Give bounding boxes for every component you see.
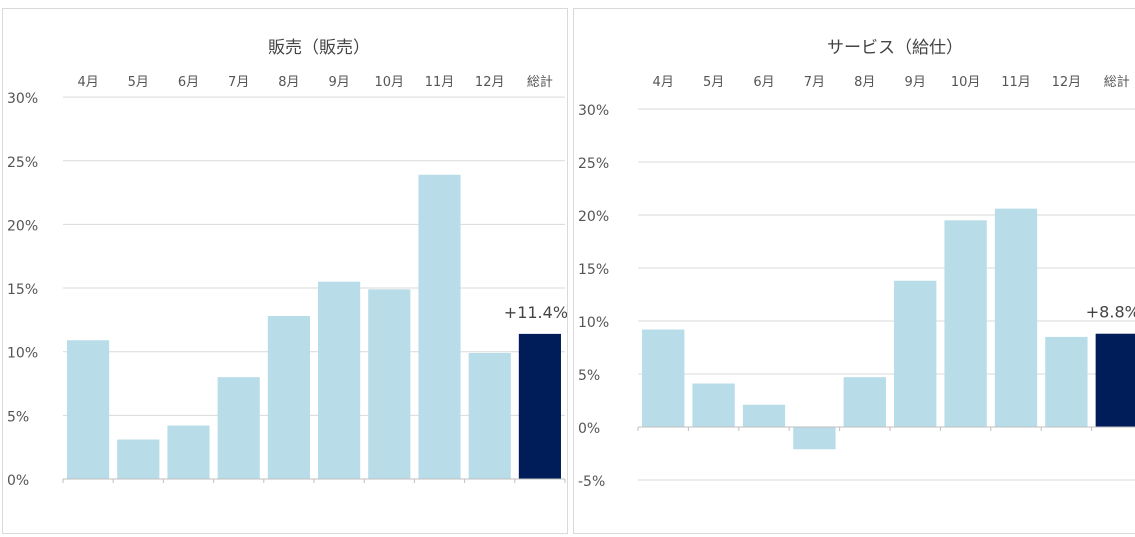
bar (844, 377, 886, 427)
x-category-label: 11月 (1001, 75, 1031, 90)
bar (692, 384, 734, 427)
x-category-label: 5月 (128, 75, 149, 90)
bar (944, 220, 986, 427)
bar (418, 175, 460, 479)
x-category-label: 11月 (425, 75, 455, 90)
sales-chart: 販売（販売） 30% 25% 20% 15% 10% 5% 0% 4月 5月 6月 7月 8月 9月 10月… (3, 9, 567, 533)
x-category-label: 7月 (804, 75, 825, 90)
x-category-label: 10月 (951, 75, 981, 90)
y-tick-label: 15% (578, 262, 609, 278)
y-tick-label: 0% (578, 421, 600, 437)
y-tick-label: 20% (578, 209, 609, 225)
bar (268, 316, 310, 479)
y-tick-label: 20% (7, 218, 38, 234)
x-category-label: 9月 (328, 75, 349, 90)
bar-total (519, 334, 561, 479)
x-category-label: 10月 (375, 75, 405, 90)
x-category-label: 4月 (653, 75, 674, 90)
chart-title: 販売（販売） (268, 38, 370, 58)
bar (318, 282, 360, 479)
x-category-label: 9月 (905, 75, 926, 90)
total-data-label: +11.4% (504, 303, 567, 322)
service-chart: サービス（給仕） 30% 25% 20% 15% 10% 5% 0% -5% 4月 5月 6月 7月 8月… (574, 9, 1135, 533)
bar (368, 289, 410, 479)
x-category-label: 総計 (527, 74, 553, 90)
x-category-label: 8月 (854, 75, 875, 90)
x-category-label: 12月 (1052, 75, 1082, 90)
y-tick-label: 30% (7, 91, 38, 107)
bar (995, 209, 1037, 427)
bar (117, 440, 159, 479)
x-category-label: 12月 (475, 75, 505, 90)
service-chart-panel: サービス（給仕） 30% 25% 20% 15% 10% 5% 0% -5% 4月 5月 6月 7月 8月… (573, 8, 1135, 534)
y-tick-label: 25% (7, 155, 38, 171)
x-category-label: 7月 (228, 75, 249, 90)
x-category-label: 6月 (178, 75, 199, 90)
y-tick-label: -5% (578, 474, 605, 490)
y-tick-label: 0% (7, 473, 29, 489)
y-tick-label: 5% (578, 368, 600, 384)
y-tick-label: 25% (578, 156, 609, 172)
chart-title: サービス（給仕） (827, 38, 963, 58)
x-category-label: 総計 (1104, 74, 1130, 90)
bar (793, 427, 835, 449)
y-tick-label: 5% (7, 409, 29, 425)
bar (67, 340, 109, 479)
bar (469, 353, 511, 479)
bar (218, 377, 260, 479)
x-category-label: 6月 (753, 75, 774, 90)
bar-total (1096, 334, 1135, 427)
x-category-label: 4月 (77, 75, 98, 90)
total-data-label: +8.8% (1086, 303, 1135, 322)
bar (743, 405, 785, 427)
bar (894, 281, 936, 427)
x-category-label: 5月 (703, 75, 724, 90)
y-tick-label: 30% (578, 103, 609, 119)
y-tick-label: 10% (7, 346, 38, 362)
bar (167, 426, 209, 479)
y-tick-label: 15% (7, 282, 38, 298)
bar (1045, 337, 1087, 427)
x-category-label: 8月 (278, 75, 299, 90)
bar (642, 329, 684, 427)
sales-chart-panel: 販売（販売） 30% 25% 20% 15% 10% 5% 0% 4月 5月 6月 7月 8月 9月 10月… (2, 8, 568, 534)
y-tick-label: 10% (578, 315, 609, 331)
